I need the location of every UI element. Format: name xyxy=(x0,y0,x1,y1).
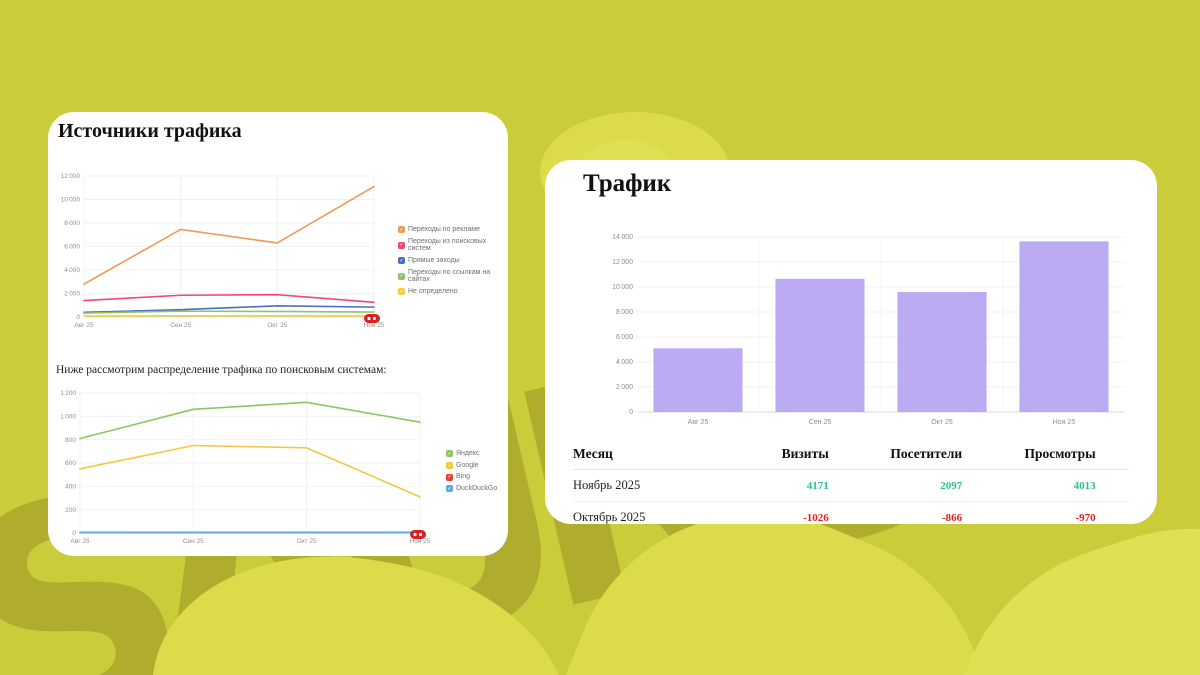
legend-label: Google xyxy=(456,461,479,469)
visits-delta: 4171 xyxy=(806,479,829,492)
svg-text:Ноя 25: Ноя 25 xyxy=(410,538,431,545)
svg-text:8 000: 8 000 xyxy=(616,309,633,316)
views-delta: -970 xyxy=(1075,511,1096,524)
svg-text:Сен 25: Сен 25 xyxy=(183,538,204,545)
traffic-sources-legend: ✓ Переходы по рекламе ✓ Переходы из поисков… xyxy=(398,226,506,296)
svg-text:0: 0 xyxy=(72,530,76,537)
traffic-sources-card: Источники трафика 0 2 000 4 000 6 000 8 000 1… xyxy=(48,112,508,556)
traffic-sources-title: Источники трафика xyxy=(58,120,242,142)
svg-text:0: 0 xyxy=(76,314,80,321)
svg-text:6 000: 6 000 xyxy=(64,244,80,251)
legend-checkbox-icon: ✓ xyxy=(446,462,453,470)
svg-text:2 000: 2 000 xyxy=(64,291,80,298)
search-engines-legend: ✓ Яндекс ✓ Google ✓ Bing ✓ DuckDuckGo xyxy=(446,450,508,493)
table-row: Ноябрь 2025 4171 2097 4013 xyxy=(573,470,1129,502)
svg-text:Авг 25: Авг 25 xyxy=(688,419,709,426)
svg-text:200: 200 xyxy=(65,507,76,514)
legend-checkbox-icon: ✓ xyxy=(398,241,405,249)
svg-text:1 000: 1 000 xyxy=(60,414,76,421)
svg-text:Авг 25: Авг 25 xyxy=(74,322,94,329)
svg-text:Сен 25: Сен 25 xyxy=(170,322,191,329)
col-header-visits: Визиты xyxy=(781,446,829,461)
legend-checkbox-icon: ✓ xyxy=(398,257,405,265)
traffic-bar-chart: 0 2 000 4 000 6 000 8 000 10 000 12 000 14 000 А… xyxy=(612,234,1125,426)
legend-item[interactable]: ✓ Переходы из поисковых систем xyxy=(398,238,506,253)
svg-text:1 200: 1 200 xyxy=(60,390,76,397)
visits-delta: -1026 xyxy=(803,511,829,524)
svg-text:Окт 25: Окт 25 xyxy=(297,538,317,545)
col-header-visitors: Посетители xyxy=(890,446,963,461)
legend-item[interactable]: ✓ Bing xyxy=(446,473,508,481)
svg-text:8 000: 8 000 xyxy=(64,220,80,227)
traffic-table: Месяц Визиты Посетители Просмотры Ноябрь… xyxy=(573,442,1129,533)
legend-item[interactable]: ✓ Переходы по ссылкам на сайтах xyxy=(398,269,506,284)
svg-text:12 000: 12 000 xyxy=(612,259,633,266)
col-header-views: Просмотры xyxy=(1024,446,1096,461)
col-header-month: Месяц xyxy=(573,446,613,461)
legend-label: Не определено xyxy=(408,288,458,296)
legend-label: Яндекс xyxy=(456,450,480,457)
legend-item[interactable]: ✓ Google xyxy=(446,462,508,470)
svg-text:Ноя 25: Ноя 25 xyxy=(364,322,385,329)
search-engines-note: Ниже рассмотрим распределение трафика по… xyxy=(56,364,387,376)
search-engines-line-chart: 0 200 400 600 800 1 000 1 200 Авг 25 Сен 25 Окт 2… xyxy=(60,390,431,545)
legend-label: Прямые заходы xyxy=(408,257,460,265)
views-delta: 4013 xyxy=(1073,479,1096,492)
legend-item[interactable]: ✓ DuckDuckGo xyxy=(446,485,508,493)
legend-label: Переходы по рекламе xyxy=(408,226,481,233)
legend-label: Переходы по ссылкам на сайтах xyxy=(408,268,491,284)
legend-checkbox-icon: ✓ xyxy=(398,288,405,296)
svg-text:6 000: 6 000 xyxy=(616,334,633,341)
svg-text:0: 0 xyxy=(629,409,633,416)
svg-text:10 000: 10 000 xyxy=(61,197,81,204)
legend-label: Переходы из поисковых систем xyxy=(408,237,487,253)
table-row: Октябрь 2025 -1026 -866 -970 xyxy=(573,502,1129,533)
visitors-delta: -866 xyxy=(942,511,963,524)
svg-text:Ноя 25: Ноя 25 xyxy=(1053,419,1076,426)
svg-text:12 000: 12 000 xyxy=(61,173,81,180)
legend-checkbox-icon: ✓ xyxy=(446,473,453,481)
legend-item[interactable]: ✓ Переходы по рекламе xyxy=(398,226,506,234)
legend-item[interactable]: ✓ Не определено xyxy=(398,288,506,296)
svg-text:4 000: 4 000 xyxy=(616,359,633,366)
svg-text:400: 400 xyxy=(65,484,76,491)
svg-text:Авг 25: Авг 25 xyxy=(70,538,90,545)
legend-checkbox-icon: ✓ xyxy=(446,450,453,458)
legend-checkbox-icon: ✓ xyxy=(398,226,405,234)
traffic-card: Трафик 0 2 000 4 000 6 000 8 000 10 000 12 000… xyxy=(545,160,1157,524)
legend-label: Bing xyxy=(456,473,471,481)
month-label: Октябрь 2025 xyxy=(573,510,646,524)
svg-text:800: 800 xyxy=(65,437,76,444)
svg-text:600: 600 xyxy=(65,460,76,467)
month-label: Ноябрь 2025 xyxy=(573,478,641,492)
svg-text:2 000: 2 000 xyxy=(616,384,633,391)
svg-text:14 000: 14 000 xyxy=(612,234,633,241)
legend-checkbox-icon: ✓ xyxy=(446,485,453,493)
visitors-delta: 2097 xyxy=(940,479,963,492)
svg-text:Окт 25: Окт 25 xyxy=(267,322,287,329)
svg-text:4 000: 4 000 xyxy=(64,267,80,274)
legend-item[interactable]: ✓ Яндекс xyxy=(446,450,508,458)
svg-text:Окт 25: Окт 25 xyxy=(931,419,953,426)
traffic-title: Трафик xyxy=(583,170,672,197)
legend-checkbox-icon: ✓ xyxy=(398,272,405,280)
svg-text:10 000: 10 000 xyxy=(612,284,633,291)
traffic-sources-line-chart: 0 2 000 4 000 6 000 8 000 10 000 12 000 Авг 25 С… xyxy=(61,173,385,329)
table-header-row: Месяц Визиты Посетители Просмотры xyxy=(573,442,1129,470)
legend-item[interactable]: ✓ Прямые заходы xyxy=(398,257,506,265)
svg-text:Сен 25: Сен 25 xyxy=(809,419,832,426)
legend-label: DuckDuckGo xyxy=(456,485,498,493)
